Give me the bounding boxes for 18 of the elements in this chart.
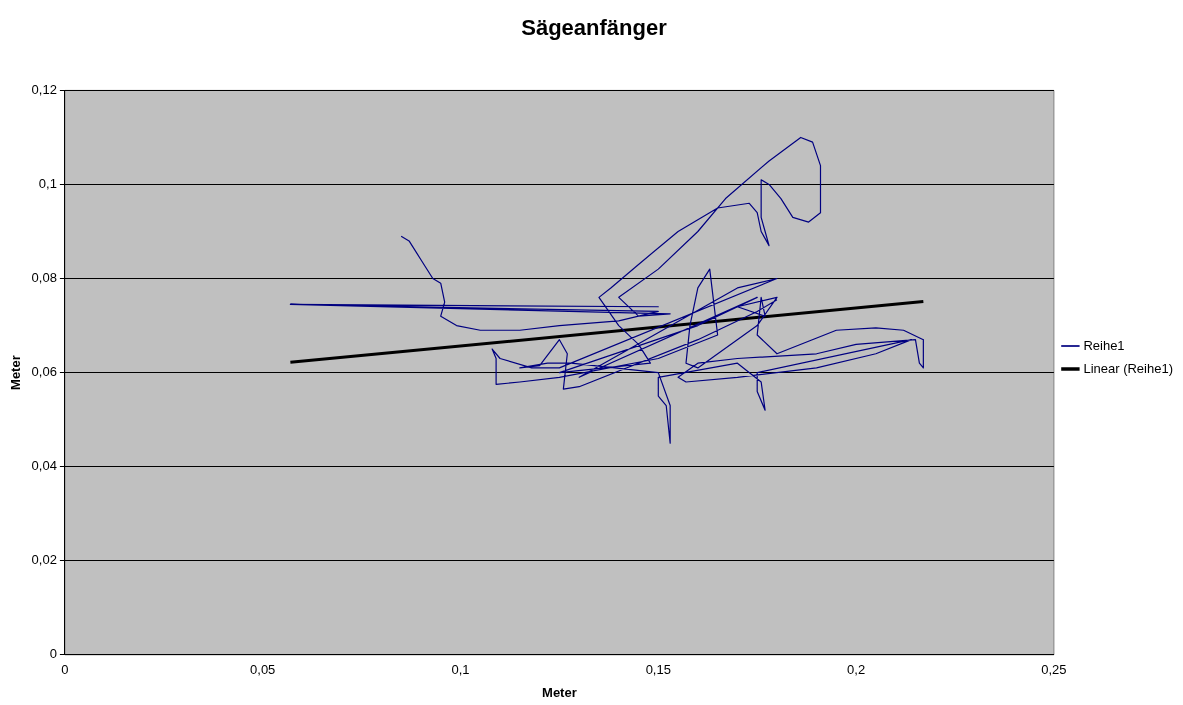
- x-tick-label: 0,05: [250, 662, 276, 678]
- y-tick-label: 0,06: [31, 364, 57, 380]
- x-axis-title: Meter: [542, 684, 577, 700]
- y-tick-label: 0,04: [31, 458, 57, 474]
- y-tick-label: 0,12: [31, 81, 57, 97]
- x-tick-label: 0,2: [847, 662, 866, 678]
- y-tick-label: 0,1: [38, 176, 57, 192]
- y-tick-label: 0,08: [31, 270, 57, 286]
- y-axis-title: Meter: [8, 355, 24, 390]
- y-tick-label: 0: [49, 646, 57, 662]
- x-tick-label: 0,15: [645, 662, 671, 678]
- x-tick-label: 0,25: [1041, 662, 1067, 678]
- x-tick-label: 0: [61, 662, 69, 678]
- y-tick-label: 0,02: [31, 552, 57, 568]
- legend-label: Linear (Reihe1): [1083, 360, 1174, 376]
- x-tick-label: 0,1: [451, 662, 470, 678]
- chart-title: Sägeanfänger: [521, 15, 668, 41]
- legend-label: Reihe1: [1083, 337, 1125, 353]
